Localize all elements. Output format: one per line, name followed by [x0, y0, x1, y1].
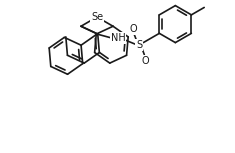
Text: O: O: [141, 56, 149, 66]
Text: S: S: [136, 40, 142, 50]
Text: Se: Se: [91, 12, 103, 22]
Text: NH: NH: [111, 33, 125, 43]
Text: O: O: [129, 24, 137, 34]
